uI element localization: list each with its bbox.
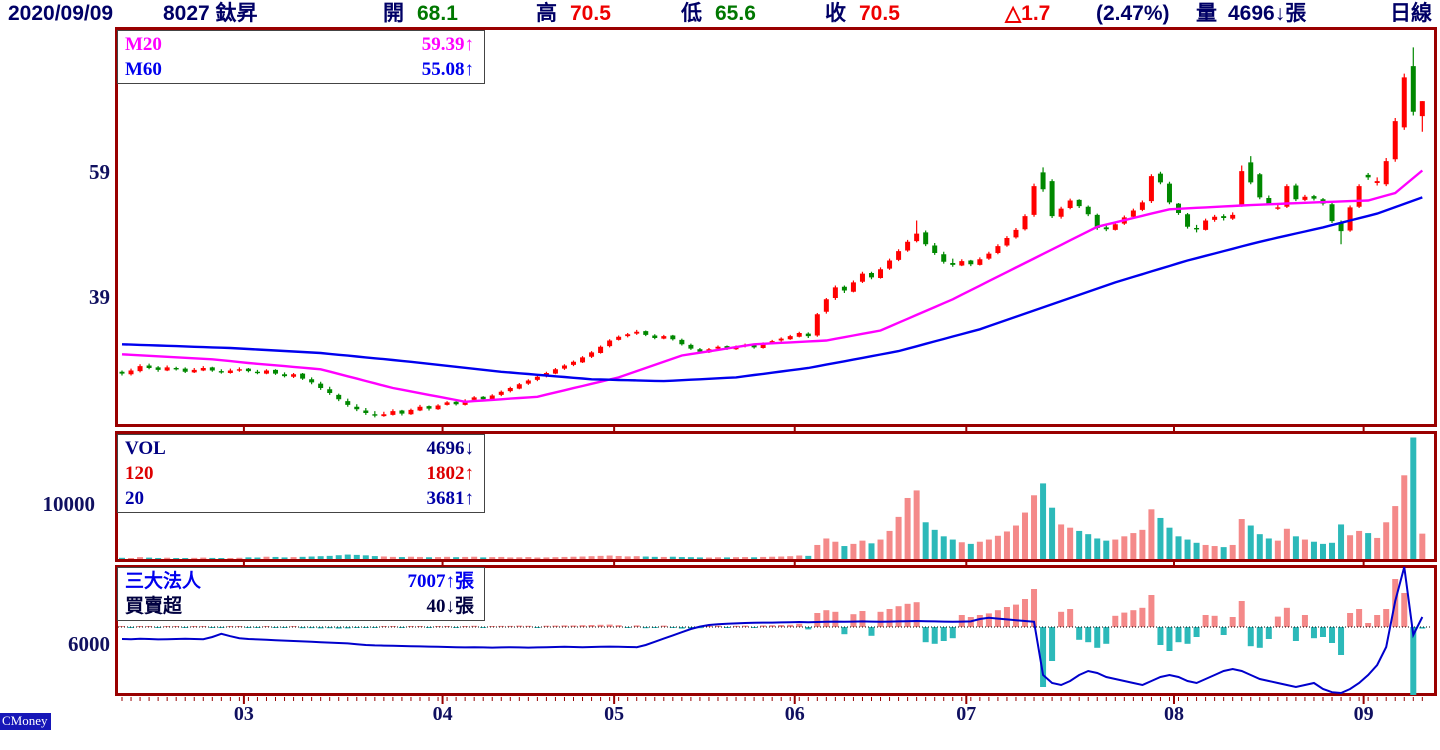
month-label-09: 09 [1353,703,1374,725]
low-label: 低 [681,2,702,25]
vol-ma120-value: 1802↑ [426,463,475,484]
period-label: 日線 [1390,2,1432,25]
vol-label: VOL [125,438,166,459]
vol-ma120-label: 120 [125,463,154,484]
vol-ma20-value: 3681↑ [426,488,475,509]
open-value: 68.1 [417,2,458,25]
net-buy-sell-label: 買賣超 [125,596,183,617]
institutional-legend: 三大法人 7007↑張 買賣超 40↓張 [117,567,485,621]
price-axis-tick-39: 39 [89,285,110,309]
vol-value: 4696↓ [426,438,475,459]
ma-legend: M20 59.39↑ M60 55.08↑ [117,30,485,84]
m60-label: M60 [125,59,162,80]
volume-legend: VOL 4696↓ 120 1802↑ 20 3681↑ [117,434,485,513]
month-label-08: 08 [1163,703,1184,725]
m20-value: 59.39↑ [421,34,474,55]
month-label-06: 06 [784,703,805,725]
m20-label: M20 [125,34,162,55]
header-date: 2020/09/09 [8,2,114,25]
inst-total-label: 三大法人 [125,571,202,592]
cmoney-watermark: CMoney [0,713,51,730]
volume-axis-tick: 10000 [42,492,96,516]
volume-value: 4696↓張 [1228,2,1307,25]
vol-ma20-label: 20 [125,488,144,509]
price-axis-tick-59: 59 [89,160,110,184]
high-value: 70.5 [570,2,611,25]
low-value: 65.6 [715,2,756,25]
net-buy-sell-value: 40↓張 [426,596,474,617]
header-code-name: 8027 鈦昇 [163,2,258,25]
close-label: 收 [825,2,846,25]
high-label: 高 [536,2,557,25]
change-pct: (2.47%) [1096,2,1170,25]
inst-axis-tick: 6000 [68,632,110,656]
month-label-04: 04 [432,703,453,725]
month-label-05: 05 [604,703,625,725]
m60-value: 55.08↑ [421,59,474,80]
month-label-03: 03 [233,703,254,725]
month-label-07: 07 [956,703,977,725]
volume-label: 量 [1196,2,1217,25]
price-chart-panel[interactable] [115,27,1437,427]
inst-total-value: 7007↑張 [407,571,474,592]
open-label: 開 [383,2,404,25]
close-value: 70.5 [859,2,900,25]
change-value: △1.7 [1005,2,1051,25]
